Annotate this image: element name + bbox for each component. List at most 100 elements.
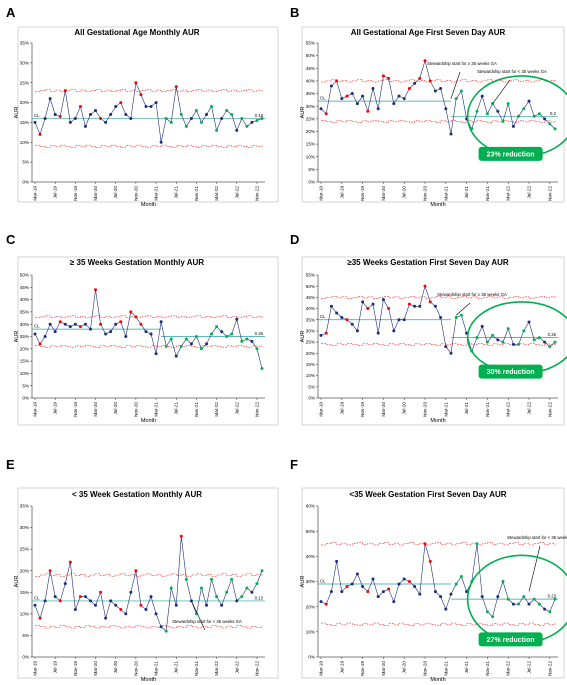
data-point	[129, 310, 133, 314]
data-point	[319, 333, 323, 337]
y-tick-label: 55%	[306, 273, 315, 278]
data-point	[345, 585, 349, 589]
data-point	[548, 345, 552, 349]
data-point	[501, 340, 505, 344]
x-tick-label: Mar-21	[154, 402, 159, 417]
annotation-text: Stewardship start for < 35 weeks GA	[507, 535, 567, 540]
data-point	[215, 325, 219, 329]
data-point	[517, 602, 521, 606]
data-point	[319, 107, 323, 111]
y-axis-label: AUR	[14, 576, 20, 588]
x-tick-label: Nov-19	[360, 661, 365, 676]
y-tick-label: 30%	[306, 104, 315, 109]
y-tick-label: 25%	[20, 80, 29, 85]
data-point	[371, 302, 375, 306]
data-point	[38, 132, 42, 136]
y-tick-label: 0%	[308, 180, 315, 185]
data-point	[149, 105, 153, 109]
x-tick-label: Jul-21	[174, 402, 179, 415]
data-point	[139, 322, 143, 326]
panel-border	[301, 487, 565, 679]
data-point	[114, 105, 118, 109]
data-point	[129, 116, 133, 120]
data-point	[184, 577, 188, 581]
data-point	[38, 342, 42, 346]
x-tick-label: Jul-19	[339, 402, 344, 415]
data-point	[444, 345, 448, 349]
x-tick-label: Mar-19	[319, 661, 324, 676]
data-point	[245, 586, 249, 590]
reduction-badge	[478, 632, 543, 647]
data-point	[240, 595, 244, 599]
data-point	[215, 595, 219, 599]
data-point	[454, 315, 458, 319]
x-tick-label: Mar-22	[214, 186, 219, 201]
data-point	[194, 335, 198, 338]
data-point	[459, 89, 463, 93]
data-point	[164, 344, 168, 348]
data-point	[205, 112, 209, 116]
data-point	[423, 284, 427, 288]
y-axis-label: AUR	[300, 107, 306, 119]
data-point	[543, 607, 547, 611]
data-point	[324, 112, 328, 116]
center-value-label: 0.25	[255, 331, 264, 336]
chart-title: ≥ 35 Weeks Gestation Monthly AUR	[70, 258, 204, 267]
x-tick-label: Mar-20	[93, 402, 98, 417]
y-tick-label: 55%	[306, 41, 315, 46]
data-point	[553, 340, 557, 344]
y-tick-label: 15%	[20, 120, 29, 125]
data-point	[361, 585, 365, 589]
data-point	[335, 79, 339, 83]
lower-control-limit	[321, 622, 556, 626]
data-point	[402, 318, 406, 322]
data-point	[366, 590, 370, 594]
data-point	[532, 597, 536, 601]
lower-control-limit	[321, 119, 556, 123]
data-point	[361, 300, 365, 304]
chart-panel-d: D ≥35 Weeks Gestation First Seven Day AUR…	[290, 232, 567, 426]
reduction-label: 30% reduction	[487, 369, 535, 376]
data-point	[485, 610, 489, 614]
data-series-line	[34, 81, 263, 143]
data-point	[250, 120, 254, 124]
data-point	[413, 585, 417, 589]
data-point	[119, 608, 123, 612]
data-point	[402, 577, 406, 581]
annotation-arrow	[191, 600, 206, 631]
data-point	[387, 307, 391, 311]
data-point	[119, 320, 123, 324]
data-point	[53, 112, 57, 116]
x-tick-label: Mar-19	[33, 661, 38, 676]
y-tick-label: 30%	[306, 579, 315, 584]
data-point	[335, 559, 339, 563]
x-tick-label: Mar-22	[506, 661, 511, 676]
data-point	[355, 572, 359, 576]
data-point	[454, 582, 458, 586]
data-point	[109, 599, 113, 603]
center-value-label: 0.16	[255, 113, 264, 118]
data-point	[63, 89, 67, 93]
x-axis-label: Month	[141, 202, 156, 208]
data-point	[506, 102, 510, 106]
data-point	[48, 322, 52, 326]
data-point	[174, 354, 178, 358]
x-axis-label: Month	[430, 202, 445, 208]
data-point	[144, 330, 148, 334]
data-point	[480, 595, 484, 599]
chart-panel-a: A All Gestational Age Monthly AUR 0% 5% 10% 1…	[6, 5, 279, 208]
x-tick-label: Mar-20	[381, 186, 386, 201]
y-tick-label: 50%	[306, 529, 315, 534]
x-tick-label: Mar-22	[214, 402, 219, 417]
y-tick-label: 30%	[306, 329, 315, 334]
data-point	[439, 315, 443, 319]
x-tick-label: Jul-21	[174, 186, 179, 199]
data-point	[245, 124, 249, 128]
data-points	[319, 284, 557, 355]
data-point	[220, 330, 224, 334]
x-tick-label: Jul-20	[402, 661, 407, 674]
x-tick-label: Nov-20	[423, 402, 428, 417]
data-point	[459, 313, 463, 317]
x-tick-label: Mar-22	[506, 402, 511, 417]
data-point	[407, 580, 411, 583]
